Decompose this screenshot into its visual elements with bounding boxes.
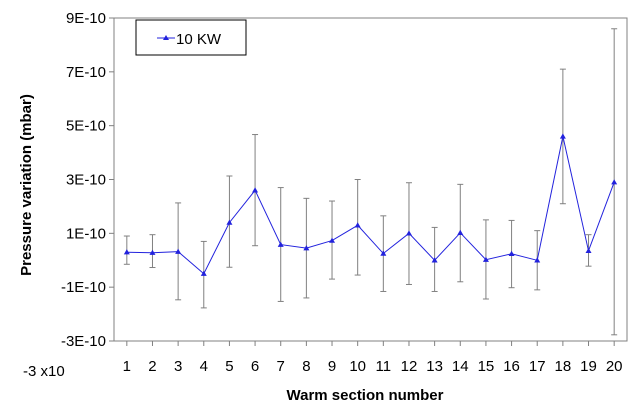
legend-label: 10 KW [176,31,222,48]
data-point [149,249,156,255]
y-tick-label: 3E-10 [66,172,106,189]
x-tick-label: 15 [478,358,495,375]
x-tick-label: 17 [529,358,546,375]
data-point [354,222,361,228]
x-tick-label: 11 [376,358,392,375]
data-point [457,229,464,235]
y-tick-label: 5E-10 [66,118,106,135]
y-tick-label: 9E-10 [66,10,106,27]
tick-labels-group: -3E-10 -1E-10 1E-10 3E-10 5E-10 7E-10 9E-10 1 2 3… [61,10,623,375]
x-tick-label: 5 [225,358,233,375]
y-tick-label: 7E-10 [66,64,106,81]
x-tick-label: 7 [277,358,285,375]
axes-group [109,17,628,346]
data-point [585,247,592,254]
series-line [126,136,615,275]
x-tick-label: 2 [148,358,156,375]
y-tick-label: 1E-10 [66,225,106,242]
x-tick-label: 16 [503,358,520,375]
data-point [559,133,566,139]
data-point [508,250,515,256]
data-point [380,250,387,256]
error-bars-group [123,28,618,336]
x-tick-label: 4 [200,358,208,375]
legend-box [135,19,247,56]
x-tick-label: 10 [349,358,366,375]
data-point [405,230,412,236]
x-tick-label: 18 [555,358,572,375]
x-tick-label: 19 [580,358,597,375]
legend: 10 KW [135,19,247,56]
x-tick-label: 14 [452,358,469,375]
data-point [226,219,233,225]
data-point [175,248,182,254]
y-tick-label: -3E-10 [61,333,106,350]
data-point [611,179,618,185]
data-point [329,237,336,243]
legend-marker-triangle [163,35,169,40]
data-point [277,241,284,247]
series-group [123,133,618,276]
y-tick-label: -1E-10 [61,279,106,296]
x-tick-label: 3 [174,358,182,375]
data-point [303,245,310,251]
x-tick-label: 6 [251,358,259,375]
data-point [431,257,438,263]
x-tick-label: 9 [328,358,336,375]
x-tick-label: 1 [123,358,131,375]
data-point [200,270,207,276]
data-point [252,187,259,193]
y-axis-extra-label: -3 x10 [23,363,65,380]
data-point [482,256,489,262]
x-tick-label: 8 [302,358,310,375]
x-axis-title: Warm section number [287,387,444,404]
data-point [534,257,541,263]
data-point [123,249,130,255]
plot-frame [113,17,628,342]
x-tick-label: 12 [401,358,418,375]
y-axis-title: Pressure variation (mbar) [18,94,35,276]
x-tick-label: 20 [606,358,623,375]
x-tick-label: 13 [426,358,443,375]
